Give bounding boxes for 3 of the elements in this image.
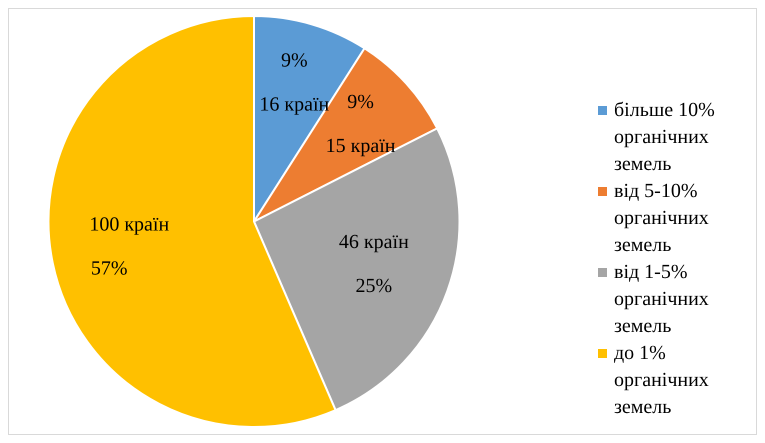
- legend-label: до 1% органічних земель: [614, 341, 710, 420]
- data-label: 46 країн 25%: [338, 230, 410, 297]
- data-label: 100 країн 57%: [89, 214, 170, 280]
